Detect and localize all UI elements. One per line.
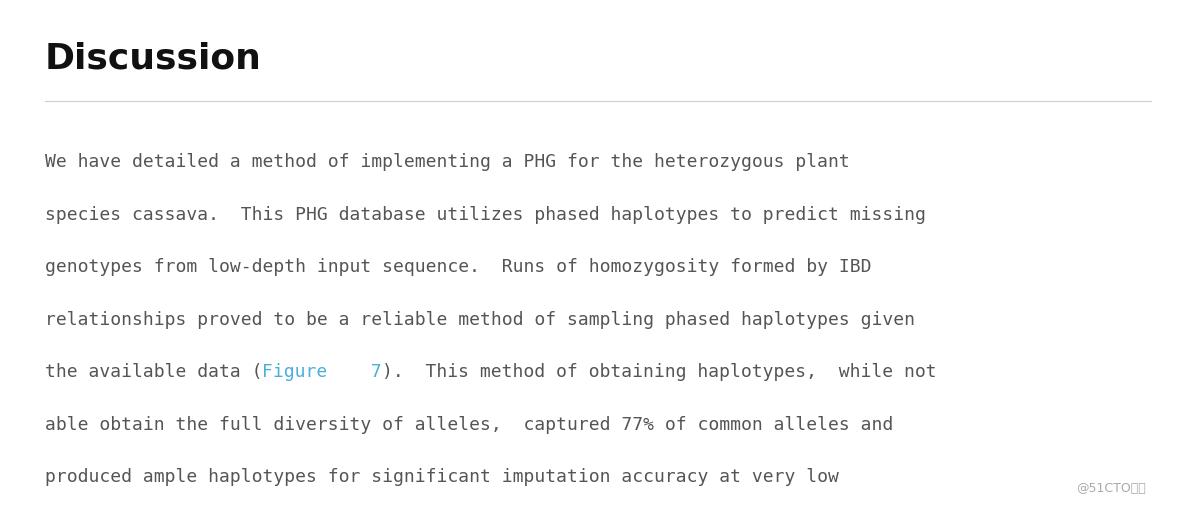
Text: genotypes from low-depth input sequence.  Runs of homozygosity formed by IBD: genotypes from low-depth input sequence.…	[45, 258, 871, 275]
Text: We have detailed a method of implementing a PHG for the heterozygous plant: We have detailed a method of implementin…	[45, 153, 850, 171]
Text: relationships proved to be a reliable method of sampling phased haplotypes given: relationships proved to be a reliable me…	[45, 310, 915, 328]
Text: able obtain the full diversity of alleles,  captured 77% of common alleles and: able obtain the full diversity of allele…	[45, 415, 893, 433]
Text: @51CTO博客: @51CTO博客	[1076, 481, 1146, 494]
Text: the available data (: the available data (	[45, 362, 263, 380]
Text: species cassava.  This PHG database utilizes phased haplotypes to predict missin: species cassava. This PHG database utili…	[45, 205, 926, 223]
Text: Figure    7: Figure 7	[263, 362, 382, 380]
Text: ).  This method of obtaining haplotypes,  while not: ). This method of obtaining haplotypes, …	[382, 362, 937, 380]
Text: produced ample haplotypes for significant imputation accuracy at very low: produced ample haplotypes for significan…	[45, 467, 839, 485]
Text: Discussion: Discussion	[45, 42, 262, 76]
